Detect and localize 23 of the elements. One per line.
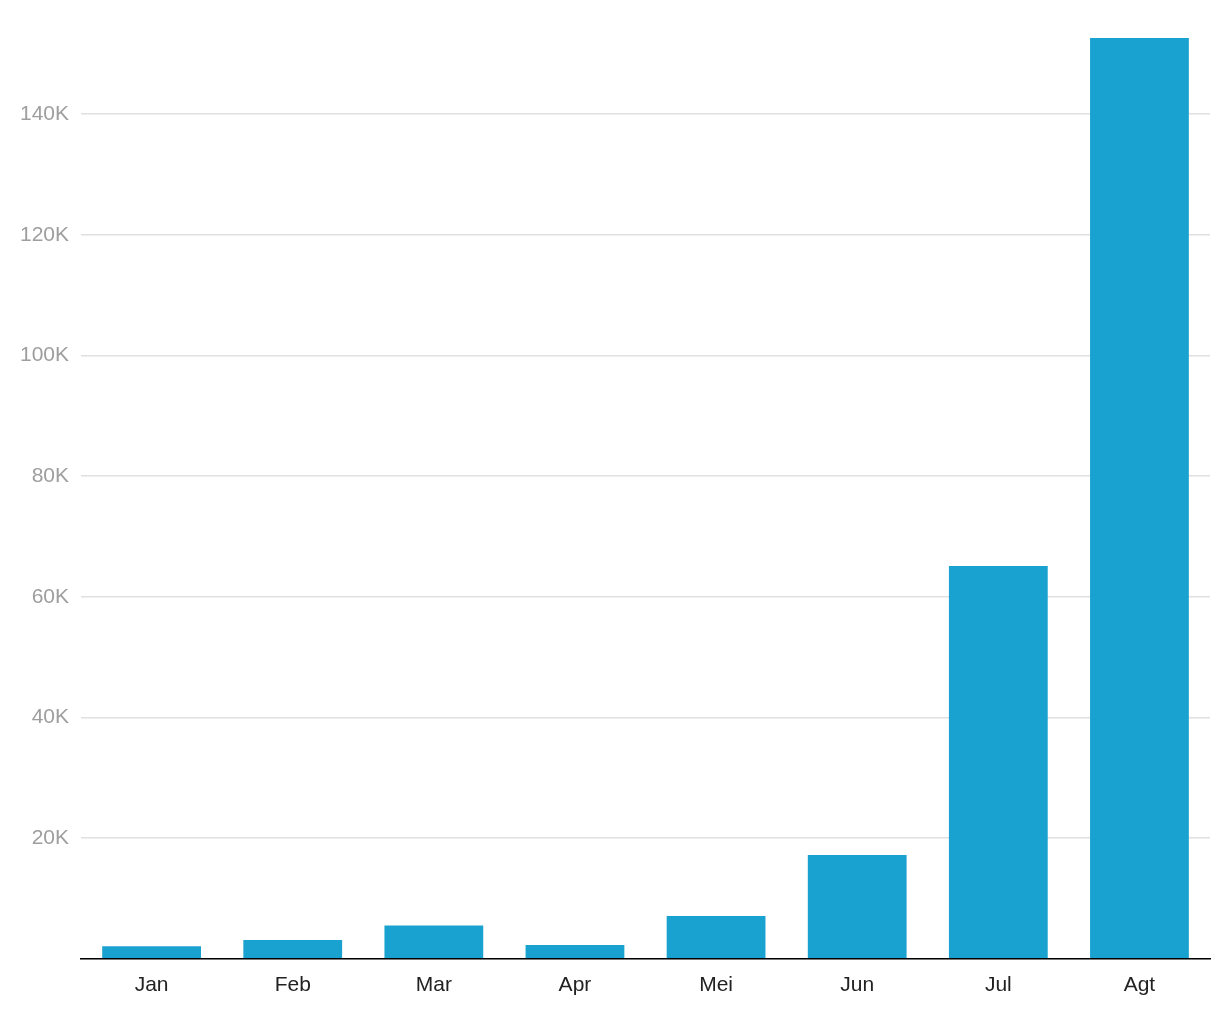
y-tick-label: 100K bbox=[20, 342, 70, 366]
x-tick-label: Mei bbox=[699, 972, 733, 996]
bar bbox=[666, 915, 766, 959]
x-tick-label: Mar bbox=[415, 972, 452, 996]
x-tick-label: Agt bbox=[1123, 972, 1156, 996]
bar bbox=[807, 855, 907, 959]
y-tick-label: 80K bbox=[31, 462, 70, 486]
y-tick-label: 20K bbox=[31, 824, 70, 848]
x-tick-label: Apr bbox=[558, 972, 592, 996]
y-tick-label: 120K bbox=[20, 221, 70, 245]
bar bbox=[384, 925, 484, 959]
bar bbox=[525, 944, 625, 959]
bar bbox=[1090, 38, 1189, 959]
y-tick-label: 60K bbox=[31, 583, 70, 607]
bar bbox=[102, 946, 201, 959]
y-tick-label: 40K bbox=[31, 704, 70, 728]
bar bbox=[948, 565, 1048, 959]
bar bbox=[243, 940, 343, 959]
x-tick-label: Jan bbox=[134, 972, 169, 996]
x-tick-label: Jul bbox=[984, 972, 1012, 996]
x-tick-label: Jun bbox=[840, 972, 875, 996]
x-tick-label: Feb bbox=[274, 972, 311, 996]
y-tick-label: 140K bbox=[20, 100, 70, 124]
